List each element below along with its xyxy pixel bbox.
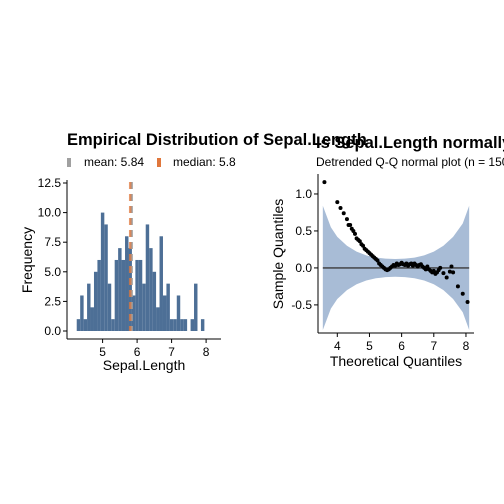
qq-point bbox=[352, 231, 357, 236]
histogram-bar bbox=[149, 248, 153, 331]
histogram-bar bbox=[118, 248, 122, 331]
qq-point bbox=[438, 265, 443, 270]
histogram-x-label: Sepal.Length bbox=[103, 357, 186, 373]
histogram-reference-lines bbox=[128, 182, 133, 331]
qq-point bbox=[465, 299, 470, 304]
histogram-bar bbox=[173, 319, 177, 331]
qq-panel: -0.5 0.0 0.5 1.0 4 5 6 7 8 Theoretical Quantile… bbox=[270, 134, 504, 369]
histogram-bar bbox=[107, 283, 112, 331]
qq-point bbox=[447, 269, 452, 274]
histogram-bars bbox=[76, 212, 205, 331]
qq-title: Is Sepal.Length normally distributed? bbox=[316, 134, 504, 152]
qq-point bbox=[431, 268, 436, 273]
qq-point bbox=[441, 271, 446, 276]
qq-point bbox=[357, 239, 362, 244]
qq-point bbox=[335, 200, 340, 205]
histogram-bar bbox=[76, 319, 81, 331]
histogram-x-ticks: 5 6 7 8 bbox=[99, 339, 210, 359]
histogram-y-tick-label: 2.5 bbox=[44, 294, 61, 308]
histogram-y-tick-label: 12.5 bbox=[38, 176, 62, 190]
histogram-bar bbox=[180, 319, 184, 331]
histogram-bar bbox=[83, 319, 88, 331]
histogram-bar bbox=[135, 259, 139, 331]
qq-point bbox=[444, 275, 449, 280]
histogram-bar bbox=[169, 319, 174, 331]
legend-median-swatch bbox=[157, 158, 161, 167]
histogram-bar bbox=[138, 259, 143, 331]
histogram-bar bbox=[114, 259, 119, 331]
qq-point bbox=[341, 211, 346, 216]
histogram-bar bbox=[97, 259, 101, 331]
histogram-y-tick-label: 7.5 bbox=[44, 235, 61, 249]
qq-y-tick-label: -0.5 bbox=[291, 298, 312, 312]
histogram-y-tick-label: 10.0 bbox=[38, 206, 62, 220]
qq-subtitle: Detrended Q-Q normal plot (n = 150) bbox=[316, 155, 504, 169]
qq-point bbox=[423, 267, 428, 272]
histogram-x-tick-label: 7 bbox=[168, 345, 175, 359]
qq-y-tick-label: 0.0 bbox=[295, 261, 312, 275]
qq-x-tick-label: 5 bbox=[366, 339, 373, 353]
legend-mean-label: mean: 5.84 bbox=[84, 155, 144, 169]
histogram-bar bbox=[200, 319, 205, 331]
histogram-bar bbox=[90, 307, 94, 331]
histogram-bar bbox=[142, 283, 146, 331]
qq-x-tick-label: 7 bbox=[430, 339, 437, 353]
qq-point bbox=[375, 258, 380, 263]
qq-y-tick-label: 1.0 bbox=[295, 187, 312, 201]
histogram-bar bbox=[190, 319, 195, 331]
qq-x-tick-label: 6 bbox=[398, 339, 405, 353]
histogram-y-tick-label: 5.0 bbox=[44, 265, 61, 279]
histogram-bar bbox=[80, 295, 84, 331]
histogram-bar bbox=[145, 224, 150, 331]
qq-point bbox=[351, 228, 356, 233]
qq-point bbox=[425, 264, 430, 269]
histogram-x-tick-label: 5 bbox=[99, 345, 106, 359]
histogram-y-tick-label: 0.0 bbox=[44, 324, 61, 338]
histogram-bar bbox=[128, 248, 132, 331]
histogram-bar bbox=[125, 236, 129, 331]
histogram-title: Empirical Distribution of Sepal.Length bbox=[67, 131, 367, 149]
qq-point bbox=[449, 264, 454, 269]
histogram-bar bbox=[93, 271, 98, 331]
histogram-panel: Empirical Distribution of Sepal.Length m… bbox=[19, 131, 367, 373]
qq-y-ticks: -0.5 0.0 0.5 1.0 bbox=[291, 187, 318, 312]
qq-point bbox=[322, 180, 327, 185]
histogram-bar bbox=[183, 319, 188, 331]
histogram-bar bbox=[111, 319, 115, 331]
histogram-bar bbox=[104, 224, 108, 331]
histogram-y-ticks: 0.0 2.5 5.0 7.5 10.0 12.5 bbox=[38, 176, 67, 338]
legend-mean-swatch bbox=[67, 158, 71, 167]
histogram-bar bbox=[176, 295, 181, 331]
qq-point bbox=[460, 291, 465, 296]
qq-x-label: Theoretical Quantiles bbox=[330, 353, 462, 369]
qq-point bbox=[348, 223, 353, 228]
qq-point bbox=[344, 217, 349, 222]
qq-y-tick-label: 0.5 bbox=[295, 224, 312, 238]
legend-median-label: median: 5.8 bbox=[173, 155, 236, 169]
histogram-bar bbox=[131, 295, 136, 331]
qq-x-tick-label: 4 bbox=[334, 339, 341, 353]
qq-points bbox=[322, 180, 470, 304]
histogram-bar bbox=[100, 212, 105, 331]
qq-x-ticks: 4 5 6 7 8 bbox=[334, 333, 470, 353]
histogram-bar bbox=[121, 259, 126, 331]
qq-point bbox=[361, 243, 366, 248]
histogram-legend: mean: 5.84 median: 5.8 bbox=[67, 155, 236, 169]
histogram-x-tick-label: 6 bbox=[134, 345, 141, 359]
histogram-bar bbox=[156, 307, 160, 331]
histogram-bar bbox=[166, 283, 170, 331]
histogram-y-label: Frequency bbox=[19, 227, 35, 293]
qq-point bbox=[451, 270, 456, 275]
qq-point bbox=[455, 284, 460, 289]
histogram-bar bbox=[162, 295, 167, 331]
qq-y-label: Sample Quantiles bbox=[270, 199, 286, 310]
histogram-bar bbox=[87, 283, 91, 331]
qq-x-tick-label: 8 bbox=[463, 339, 470, 353]
histogram-bar bbox=[159, 236, 163, 331]
qq-point bbox=[338, 206, 343, 211]
histogram-bar bbox=[194, 283, 198, 331]
histogram-bar bbox=[152, 271, 157, 331]
histogram-x-tick-label: 8 bbox=[203, 345, 210, 359]
